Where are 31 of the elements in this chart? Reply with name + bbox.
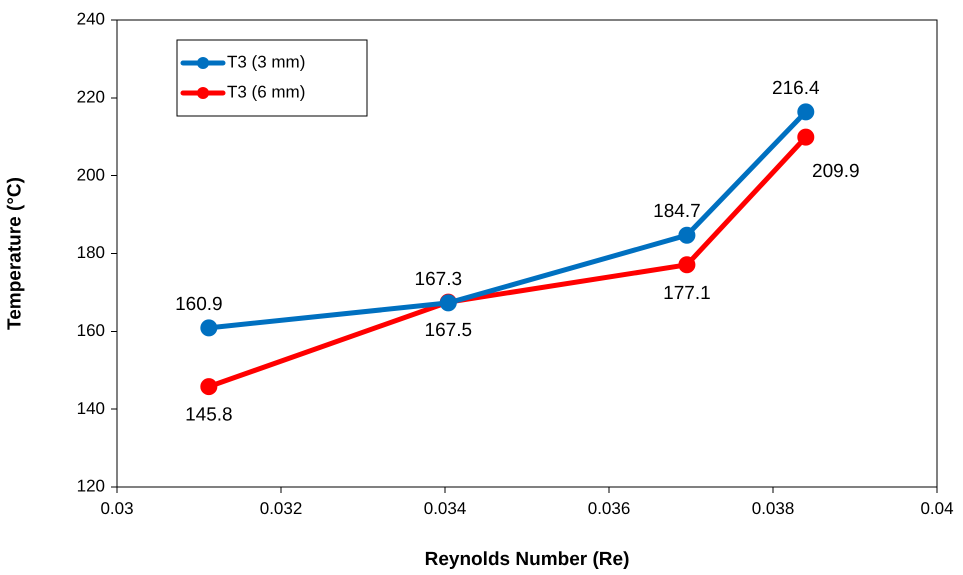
point [678, 226, 696, 244]
x-tick-label: 0.038 [752, 498, 794, 518]
data-label: 216.4 [772, 78, 820, 99]
y-tick-label: 140 [76, 398, 105, 418]
x-axis-title: Reynolds Number (Re) [424, 548, 630, 570]
x-tick-label: 0.036 [588, 498, 630, 518]
y-tick-label: 220 [76, 88, 105, 107]
data-label: 145.8 [185, 404, 233, 426]
y-tick-label: 200 [76, 165, 105, 184]
point [797, 103, 814, 120]
data-label: 167.3 [414, 268, 462, 290]
point [678, 256, 696, 274]
data-label: 177.1 [663, 282, 711, 304]
x-tick-label: 0.032 [260, 498, 302, 518]
data-label: 167.5 [424, 320, 472, 342]
point [200, 378, 218, 396]
data-label: 160.9 [175, 294, 223, 315]
y-tick-label: 160 [76, 321, 105, 340]
data-label: 184.7 [653, 201, 701, 222]
point [797, 128, 814, 146]
data-label: 209.9 [812, 161, 860, 182]
x-tick-label: 0.04 [920, 498, 954, 518]
point [200, 319, 218, 336]
y-tick-label: 180 [76, 243, 105, 262]
legend-label: T3 (6 mm) [227, 82, 306, 102]
y-axis-title: Temperature (°C) [4, 177, 26, 330]
y-tick-label: 120 [76, 476, 105, 496]
legend-label: T3 (3 mm) [227, 52, 306, 72]
x-tick-label: 0.034 [424, 498, 466, 518]
x-tick-label: 0.03 [100, 498, 134, 518]
y-tick-label: 240 [76, 10, 105, 29]
